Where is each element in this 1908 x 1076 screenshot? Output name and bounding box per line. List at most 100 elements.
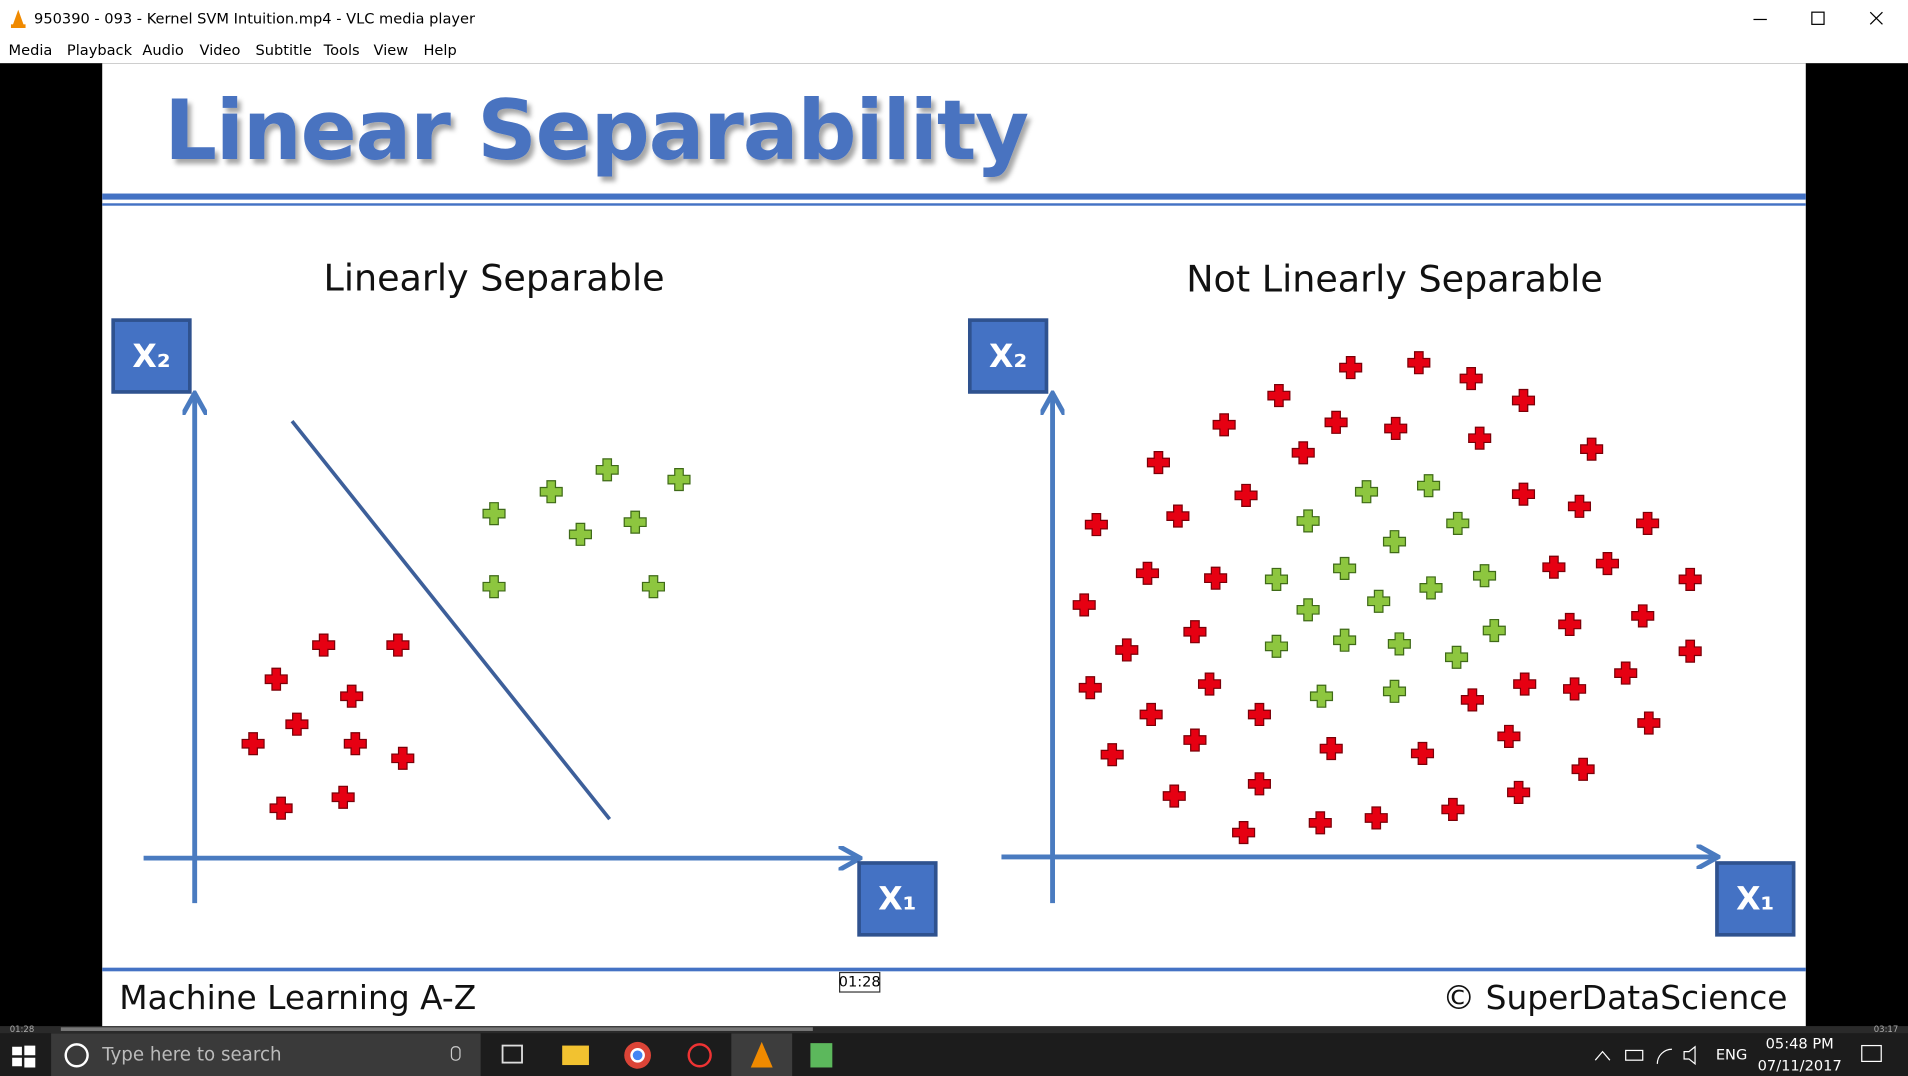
green-cross bbox=[1387, 632, 1411, 656]
green-cross bbox=[641, 575, 666, 599]
maximize[interactable] bbox=[1811, 11, 1825, 25]
window-title: 950390 - 093 - Kernel SVM Intuition.mp4 … bbox=[34, 10, 475, 27]
cortana-icon bbox=[64, 1043, 89, 1068]
mic-icon[interactable] bbox=[450, 1046, 461, 1061]
menu-item[interactable]: Playback bbox=[67, 42, 133, 59]
x-axis-label: X₁ bbox=[878, 882, 916, 918]
red-cross bbox=[1319, 737, 1343, 761]
red-cross bbox=[1614, 661, 1638, 685]
red-cross bbox=[1637, 711, 1661, 735]
tray-chevron[interactable] bbox=[1594, 1050, 1611, 1061]
clock-time[interactable]: 05:48 PM bbox=[1766, 1035, 1834, 1052]
y-axis-label-box bbox=[967, 318, 1049, 394]
green-cross bbox=[595, 458, 619, 482]
red-cross bbox=[264, 667, 288, 691]
red-cross bbox=[1636, 511, 1660, 535]
battery-icon[interactable] bbox=[1625, 1049, 1644, 1061]
menu-item[interactable]: Media bbox=[9, 42, 53, 59]
explorer-icon[interactable] bbox=[562, 1045, 589, 1066]
red-cross bbox=[1631, 604, 1655, 628]
notifications[interactable] bbox=[1861, 1044, 1882, 1063]
red-cross bbox=[269, 796, 293, 820]
red-cross bbox=[1468, 426, 1492, 450]
red-cross bbox=[1234, 483, 1258, 507]
menu-item[interactable]: Tools bbox=[323, 42, 360, 59]
green-cross bbox=[623, 510, 647, 534]
app-icon[interactable] bbox=[810, 1043, 833, 1068]
red-cross bbox=[1678, 639, 1702, 663]
green-cross bbox=[1333, 628, 1357, 652]
green-cross bbox=[1296, 509, 1320, 533]
time-tooltip bbox=[839, 971, 881, 993]
close[interactable] bbox=[1869, 11, 1883, 25]
red-cross bbox=[343, 732, 367, 756]
app-icon[interactable] bbox=[687, 1043, 712, 1068]
green-cross bbox=[1417, 474, 1441, 498]
red-cross bbox=[1146, 450, 1170, 475]
y-axis-label-box bbox=[111, 318, 192, 394]
menu-item[interactable]: Audio bbox=[142, 42, 184, 59]
wifi-icon[interactable] bbox=[1656, 1048, 1672, 1064]
red-cross bbox=[1183, 728, 1207, 752]
red-cross bbox=[1571, 757, 1595, 781]
language[interactable]: ENG bbox=[1716, 1046, 1747, 1063]
chrome-center bbox=[630, 1048, 645, 1063]
green-cross bbox=[1419, 576, 1443, 600]
green-cross bbox=[1367, 589, 1391, 613]
red-cross bbox=[1115, 638, 1139, 662]
red-cross bbox=[1135, 561, 1160, 585]
x-axis-label: X₁ bbox=[1736, 882, 1774, 918]
green-cross bbox=[1264, 567, 1289, 591]
start-button[interactable] bbox=[12, 1045, 36, 1068]
red-cross bbox=[1595, 551, 1620, 576]
red-cross bbox=[1678, 567, 1702, 591]
vlc-icon bbox=[12, 9, 25, 27]
slide-title: Linear Separability bbox=[164, 82, 1028, 179]
red-cross bbox=[1139, 702, 1163, 727]
green-cross bbox=[1382, 679, 1407, 703]
y-axis-label: X₂ bbox=[132, 339, 170, 375]
red-cross bbox=[391, 746, 415, 770]
menu-item[interactable]: View bbox=[374, 42, 409, 59]
red-cross bbox=[1078, 676, 1102, 700]
menu-item[interactable]: Subtitle bbox=[256, 42, 312, 59]
green-cross bbox=[1333, 556, 1357, 580]
footer-right: © SuperDataScience bbox=[1442, 979, 1787, 1017]
volume-icon[interactable] bbox=[1683, 1045, 1696, 1066]
clock-date[interactable]: 07/11/2017 bbox=[1758, 1057, 1842, 1074]
vlc-icon-base bbox=[10, 24, 26, 28]
task-view[interactable] bbox=[501, 1044, 523, 1064]
menu-item[interactable]: Help bbox=[423, 42, 456, 59]
green-cross bbox=[1309, 684, 1334, 708]
red-cross bbox=[1247, 702, 1271, 727]
slide bbox=[102, 63, 1806, 1028]
red-cross bbox=[1511, 388, 1536, 413]
tooltip-text: 01:28 bbox=[839, 973, 881, 990]
red-cross bbox=[1197, 672, 1222, 696]
seek-progress bbox=[60, 1027, 813, 1031]
red-cross bbox=[1072, 593, 1096, 617]
red-cross bbox=[285, 712, 309, 736]
panel-title: Linearly Separable bbox=[324, 256, 665, 299]
green-cross bbox=[482, 502, 506, 526]
green-cross bbox=[1446, 511, 1470, 535]
menu-item[interactable]: Video bbox=[200, 42, 241, 59]
red-cross bbox=[1162, 784, 1186, 808]
red-cross bbox=[1563, 677, 1587, 701]
y-axis-label: X₂ bbox=[989, 339, 1027, 375]
red-cross bbox=[312, 633, 336, 657]
green-cross bbox=[1264, 634, 1289, 658]
red-cross bbox=[386, 633, 410, 657]
red-cross bbox=[1166, 504, 1190, 528]
seek-bar[interactable] bbox=[0, 1026, 1908, 1034]
axes: X₂ X₁ X₂ X₁ bbox=[111, 318, 1796, 937]
x-axis-label-box bbox=[857, 861, 938, 937]
separating-line bbox=[290, 420, 612, 821]
search-box[interactable] bbox=[51, 1033, 481, 1076]
red-cross bbox=[1084, 513, 1108, 537]
elapsed-time: 01:28 bbox=[10, 1025, 34, 1035]
red-cross bbox=[1441, 797, 1465, 821]
red-cross bbox=[1497, 724, 1521, 748]
title-bar bbox=[0, 0, 1908, 64]
